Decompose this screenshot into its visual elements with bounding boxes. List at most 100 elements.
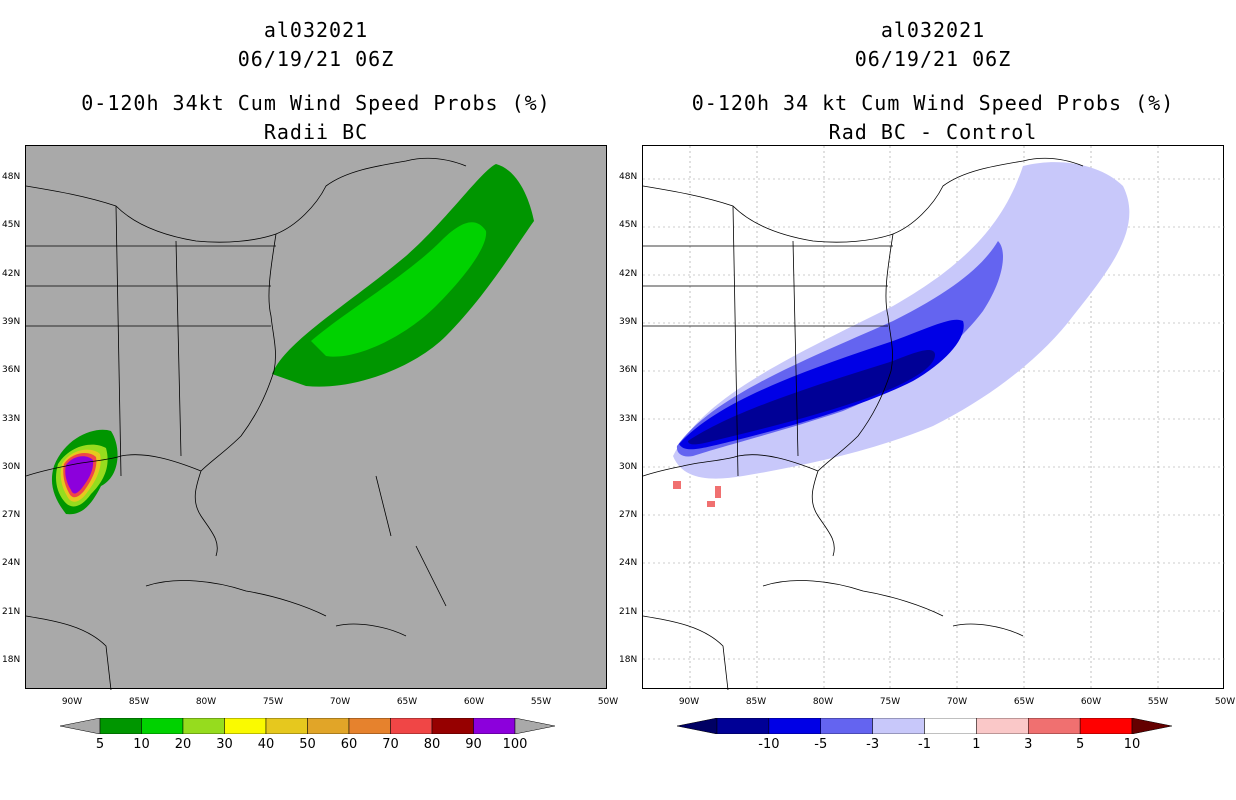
- left-probability-map: [25, 145, 607, 690]
- right-difference-map: [642, 145, 1225, 690]
- lat-label: 24N: [2, 558, 21, 569]
- colorbar-arrow-high: [514, 718, 555, 734]
- colorbar-swatch: [768, 718, 821, 734]
- lon-label: 80W: [812, 697, 834, 707]
- colorbar-swatch: [1028, 718, 1081, 734]
- colorbar-label: 30: [216, 737, 233, 752]
- lon-label: 90W: [61, 697, 83, 707]
- left-storm-id: al032021: [263, 18, 369, 42]
- lat-label: 27N: [619, 510, 638, 521]
- colorbar-arrow-low: [677, 718, 718, 734]
- lat-label: 36N: [2, 365, 21, 376]
- lat-label: 36N: [619, 365, 638, 376]
- colorbar-swatch: [431, 718, 474, 734]
- colorbar-label: 5: [1075, 737, 1085, 752]
- right-coastlines: [643, 157, 1084, 690]
- colorbar-label: 5: [95, 737, 105, 752]
- lat-label: 42N: [619, 268, 638, 279]
- colorbar-label: 10: [133, 737, 150, 752]
- left-coastlines: [26, 157, 467, 690]
- right-panel-title: al032021 06/19/21 06Z 0-120h 34 kt Cum W…: [642, 16, 1224, 147]
- lat-label: 30N: [2, 461, 21, 472]
- colorbar-swatch: [473, 718, 516, 734]
- diff-minus10: [688, 350, 936, 445]
- colorbar-label: -1: [918, 737, 931, 752]
- lon-label: 70W: [329, 697, 351, 707]
- lon-label: 55W: [530, 697, 552, 707]
- colorbar-label: 1: [972, 737, 981, 752]
- colorbar-swatch: [307, 718, 350, 734]
- lat-label: 18N: [619, 655, 638, 665]
- lat-label: 48N: [2, 172, 21, 182]
- colorbar-label: 60: [340, 737, 358, 752]
- right-colorbar: [677, 718, 1172, 734]
- colorbar-swatch: [924, 718, 977, 734]
- lat-label: 21N: [619, 606, 638, 617]
- colorbar-arrow-high: [1131, 718, 1172, 734]
- lat-label: 33N: [619, 413, 638, 424]
- colorbar-label: 80: [423, 737, 441, 752]
- lat-label: 42N: [2, 268, 21, 279]
- right-storm-id: al032021: [880, 18, 986, 42]
- colorbar-label: 50: [299, 737, 316, 752]
- lon-label: 60W: [463, 697, 485, 707]
- lon-label: 70W: [946, 697, 968, 707]
- left-colorbar: [60, 718, 555, 734]
- lon-label: 75W: [262, 697, 284, 707]
- colorbar-swatch: [265, 718, 308, 734]
- swath-20pct: [311, 222, 487, 357]
- colorbar-label: 40: [257, 737, 275, 752]
- colorbar-swatch: [141, 718, 184, 734]
- colorbar-label: -5: [814, 737, 828, 752]
- colorbar-swatch: [872, 718, 925, 734]
- colorbar-swatch: [224, 718, 267, 734]
- lat-label: 33N: [2, 413, 21, 424]
- lat-label: 48N: [619, 172, 638, 182]
- colorbar-swatch: [820, 718, 873, 734]
- lon-label: 85W: [745, 697, 767, 707]
- lat-label: 18N: [2, 655, 21, 665]
- lon-label: 75W: [879, 697, 901, 707]
- lat-label: 39N: [2, 316, 21, 327]
- lat-label: 39N: [619, 316, 638, 327]
- left-product: 0-120h 34kt Cum Wind Speed Probs (%): [81, 91, 551, 115]
- lon-label: 80W: [195, 697, 217, 707]
- lat-label: 45N: [619, 220, 638, 231]
- lon-label: 85W: [128, 697, 150, 707]
- colorbar-label: 10: [1123, 737, 1141, 752]
- lon-label: 65W: [396, 697, 418, 707]
- lon-label: 55W: [1147, 697, 1169, 707]
- swath-gulf-100pct: [65, 456, 94, 494]
- colorbar-swatch: [716, 718, 770, 734]
- colorbar-arrow-low: [60, 718, 101, 734]
- colorbar-swatch: [348, 718, 391, 734]
- colorbar-swatch: [390, 718, 433, 734]
- lat-label: 45N: [2, 220, 21, 231]
- colorbar-label: -10: [758, 737, 780, 752]
- right-datetime: 06/19/21 06Z: [854, 47, 1012, 71]
- left-panel-title: al032021 06/19/21 06Z 0-120h 34kt Cum Wi…: [25, 16, 607, 147]
- lon-label: 50W: [597, 697, 619, 707]
- lon-label: 50W: [1214, 697, 1236, 707]
- right-product: 0-120h 34 kt Cum Wind Speed Probs (%): [691, 91, 1175, 115]
- lat-label: 27N: [2, 510, 21, 521]
- colorbar-swatch: [99, 718, 142, 734]
- colorbar-label: 3: [1024, 737, 1033, 752]
- colorbar-swatch: [182, 718, 225, 734]
- lon-label: 90W: [678, 697, 700, 707]
- lat-label: 24N: [619, 558, 638, 569]
- colorbar-swatch: [976, 718, 1029, 734]
- colorbar-label: 70: [382, 737, 399, 752]
- colorbar-swatch: [1079, 718, 1133, 734]
- left-subtitle: Radii BC: [263, 120, 369, 144]
- colorbar-label: 90: [465, 737, 482, 752]
- right-subtitle: Rad BC - Control: [828, 120, 1038, 144]
- colorbar-label: -3: [866, 737, 880, 752]
- lon-label: 65W: [1013, 697, 1035, 707]
- lat-label: 30N: [619, 461, 638, 472]
- diff-plus3: [673, 481, 721, 507]
- lat-label: 21N: [2, 606, 21, 617]
- left-datetime: 06/19/21 06Z: [237, 47, 395, 71]
- lon-label: 60W: [1080, 697, 1102, 707]
- colorbar-label: 20: [174, 737, 192, 752]
